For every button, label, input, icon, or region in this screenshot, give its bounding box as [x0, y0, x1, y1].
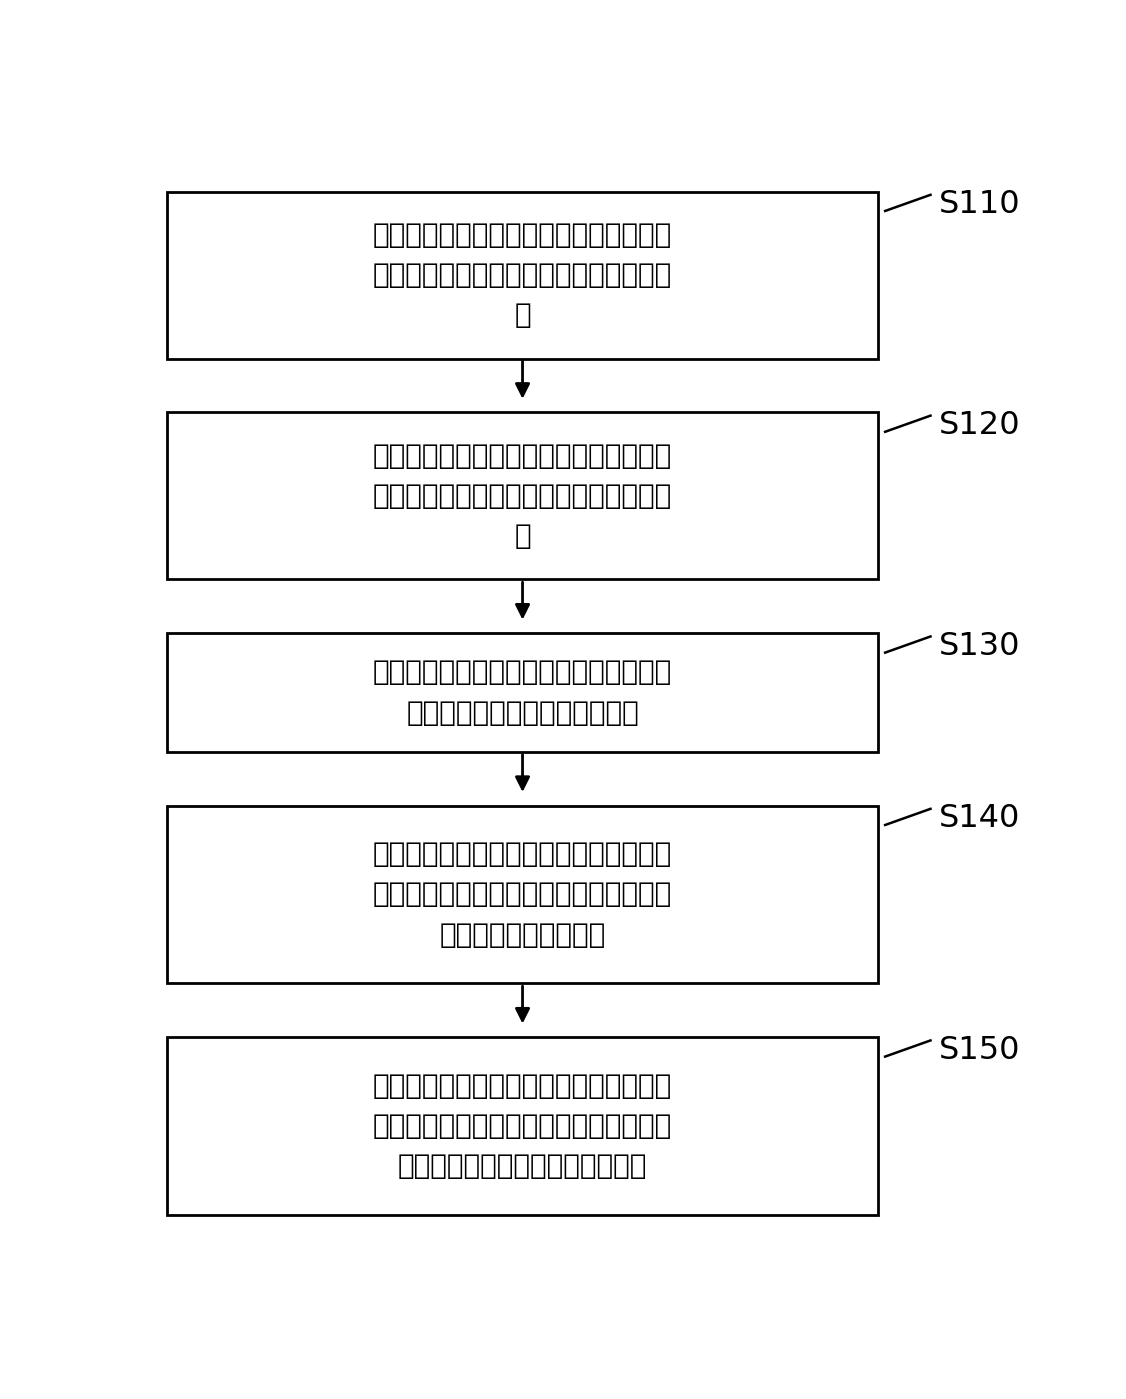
Text: S150: S150 — [939, 1035, 1021, 1066]
FancyBboxPatch shape — [167, 634, 878, 751]
Text: S130: S130 — [939, 631, 1021, 662]
Text: S110: S110 — [939, 189, 1021, 221]
FancyBboxPatch shape — [167, 413, 878, 579]
Text: 测量围绕目标对象飞行的航天器编队中的
第一航天器相对于参考对象的第一运动参
数: 测量围绕目标对象飞行的航天器编队中的 第一航天器相对于参考对象的第一运动参 数 — [373, 221, 672, 329]
Text: 根据所述第一轨道根数及所述第二运动参
数，确定出所述第二航天器绕所述目标对
象飞行的第二轨道根数: 根据所述第一轨道根数及所述第二运动参 数，确定出所述第二航天器绕所述目标对 象飞… — [373, 841, 672, 949]
FancyBboxPatch shape — [167, 1037, 878, 1214]
Text: 结合所述第一轨道根数及所述第二轨道根
数，确定出所述第二航天器相对于所述第
一航天器运动的平均相对轨道根数: 结合所述第一轨道根数及所述第二轨道根 数，确定出所述第二航天器相对于所述第 一航… — [373, 1072, 672, 1181]
Text: S120: S120 — [939, 410, 1021, 441]
Text: S140: S140 — [939, 803, 1020, 834]
Text: 测量所述航天器编队中第二航天器相对于
所述第一航天器的第二运动参数: 测量所述航天器编队中第二航天器相对于 所述第一航天器的第二运动参数 — [373, 659, 672, 726]
Text: 根据所述第一运动参数，确定出所述第一
航天器绕所述目标对象飞行的第一轨道根
数: 根据所述第一运动参数，确定出所述第一 航天器绕所述目标对象飞行的第一轨道根 数 — [373, 442, 672, 550]
FancyBboxPatch shape — [167, 806, 878, 983]
FancyBboxPatch shape — [167, 192, 878, 358]
